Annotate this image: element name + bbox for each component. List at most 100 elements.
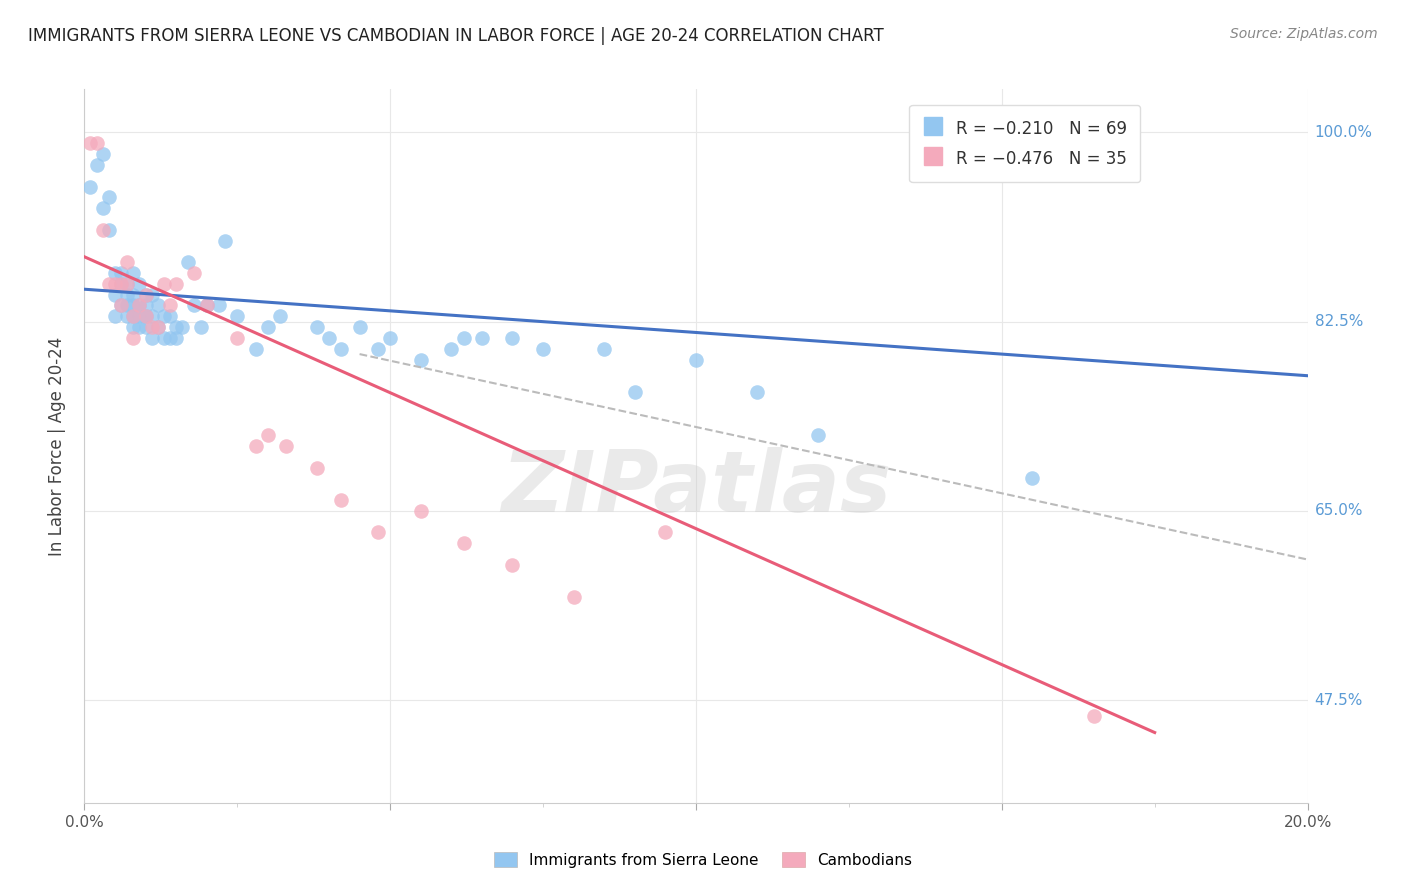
Point [146, 320, 169, 334]
Point [115, 255, 138, 269]
Text: IMMIGRANTS FROM SIERRA LEONE VS CAMBODIAN IN LABOR FORCE | AGE 20-24 CORRELATION: IMMIGRANTS FROM SIERRA LEONE VS CAMBODIA… [28, 27, 884, 45]
Point [122, 331, 145, 345]
Point [128, 320, 150, 334]
Point [1083, 709, 1105, 723]
Point [135, 310, 157, 324]
Point [122, 320, 145, 334]
Point [305, 320, 328, 334]
Point [409, 504, 432, 518]
Point [654, 525, 676, 540]
Point [97, 190, 120, 204]
Point [330, 342, 353, 356]
Point [593, 342, 616, 356]
Point [685, 352, 707, 367]
Point [367, 342, 389, 356]
Point [110, 277, 132, 291]
Point [115, 310, 138, 324]
Point [128, 277, 150, 291]
Point [146, 298, 169, 312]
Point [409, 352, 432, 367]
Point [165, 331, 187, 345]
Point [104, 277, 127, 291]
Point [226, 331, 249, 345]
Point [110, 298, 132, 312]
Point [146, 320, 169, 334]
Point [141, 320, 163, 334]
Point [122, 287, 145, 301]
Point [104, 287, 127, 301]
Point [159, 310, 181, 324]
Text: 65.0%: 65.0% [1315, 503, 1362, 518]
Point [135, 287, 157, 301]
Point [183, 266, 205, 280]
Point [135, 310, 157, 324]
Point [141, 287, 163, 301]
Point [86, 136, 108, 151]
Point [226, 310, 249, 324]
Point [141, 331, 163, 345]
Point [562, 591, 585, 605]
Point [380, 331, 402, 345]
Point [122, 310, 145, 324]
Point [531, 342, 554, 356]
Point [79, 136, 101, 151]
Point [110, 266, 132, 280]
Text: 82.5%: 82.5% [1315, 314, 1362, 329]
Point [502, 558, 524, 572]
Point [367, 525, 389, 540]
Point [135, 287, 157, 301]
Point [471, 331, 494, 345]
Point [276, 439, 298, 453]
Point [208, 298, 231, 312]
Point [115, 287, 138, 301]
Point [453, 331, 475, 345]
Point [159, 298, 181, 312]
Point [79, 179, 101, 194]
Text: Source: ZipAtlas.com: Source: ZipAtlas.com [1230, 27, 1378, 41]
Point [159, 331, 181, 345]
Point [97, 277, 120, 291]
Point [453, 536, 475, 550]
Point [122, 310, 145, 324]
Point [128, 310, 150, 324]
Point [153, 310, 176, 324]
Point [115, 277, 138, 291]
Point [1021, 471, 1043, 485]
Point [97, 223, 120, 237]
Y-axis label: In Labor Force | Age 20-24: In Labor Force | Age 20-24 [48, 336, 66, 556]
Point [190, 320, 212, 334]
Legend: Immigrants from Sierra Leone, Cambodians: Immigrants from Sierra Leone, Cambodians [486, 844, 920, 875]
Point [747, 384, 769, 399]
Point [440, 342, 463, 356]
Point [172, 320, 194, 334]
Text: 47.5%: 47.5% [1315, 692, 1362, 707]
Point [141, 310, 163, 324]
Point [502, 331, 524, 345]
Point [115, 298, 138, 312]
Point [214, 234, 236, 248]
Point [257, 320, 280, 334]
Point [330, 493, 353, 508]
Point [122, 298, 145, 312]
Text: ZIPatlas: ZIPatlas [501, 447, 891, 531]
Point [183, 298, 205, 312]
Point [115, 277, 138, 291]
Point [807, 428, 830, 442]
Point [177, 255, 200, 269]
Point [91, 223, 114, 237]
Point [269, 310, 291, 324]
Point [128, 298, 150, 312]
Point [110, 298, 132, 312]
Point [122, 266, 145, 280]
Point [349, 320, 371, 334]
Point [245, 342, 267, 356]
Point [153, 277, 176, 291]
Point [91, 147, 114, 161]
Point [110, 277, 132, 291]
Point [91, 201, 114, 215]
Point [165, 277, 187, 291]
Point [104, 266, 127, 280]
Point [195, 298, 218, 312]
Point [128, 298, 150, 312]
Point [318, 331, 340, 345]
